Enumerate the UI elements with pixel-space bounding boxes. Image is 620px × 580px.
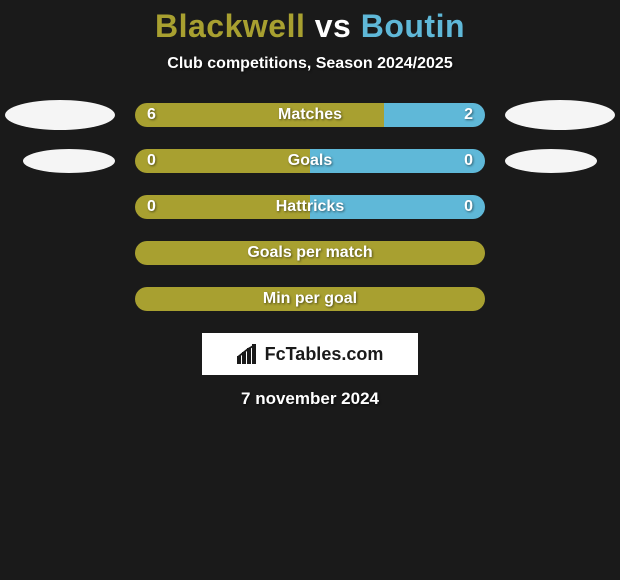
stat-row: 62Matches bbox=[0, 103, 620, 127]
stat-bar-left: 6 bbox=[135, 103, 384, 127]
stat-rows-container: 62Matches00Goals00Hattricks bbox=[0, 103, 620, 219]
stat-left-value: 6 bbox=[147, 106, 156, 124]
page-title: Blackwell vs Boutin bbox=[0, 8, 620, 45]
stat-row: 00Goals bbox=[0, 149, 620, 173]
comparison-infographic: Blackwell vs Boutin Club competitions, S… bbox=[0, 0, 620, 409]
stat-right-value: 0 bbox=[464, 152, 473, 170]
stat-bar-left: 0 bbox=[135, 149, 310, 173]
player2-avatar bbox=[505, 149, 597, 173]
brand-icon bbox=[237, 344, 259, 364]
date-text: 7 november 2024 bbox=[0, 389, 620, 409]
player1-avatar bbox=[5, 100, 115, 130]
stat-right-value: 0 bbox=[464, 198, 473, 216]
single-stat-bar: Min per goal bbox=[135, 287, 485, 311]
subtitle: Club competitions, Season 2024/2025 bbox=[0, 55, 620, 73]
stat-bar-right: 2 bbox=[384, 103, 486, 127]
brand-box: FcTables.com bbox=[202, 333, 418, 375]
player2-name: Boutin bbox=[361, 8, 465, 44]
stat-bar: 00Hattricks bbox=[135, 195, 485, 219]
stat-left-value: 0 bbox=[147, 152, 156, 170]
brand-text: FcTables.com bbox=[265, 344, 384, 365]
stat-bar-left: 0 bbox=[135, 195, 310, 219]
stat-bar-right: 0 bbox=[310, 195, 485, 219]
stat-right-value: 2 bbox=[464, 106, 473, 124]
player1-name: Blackwell bbox=[155, 8, 305, 44]
stat-bar: 00Goals bbox=[135, 149, 485, 173]
stat-left-value: 0 bbox=[147, 198, 156, 216]
stat-bar: 62Matches bbox=[135, 103, 485, 127]
player1-avatar bbox=[23, 149, 115, 173]
vs-text: vs bbox=[315, 8, 352, 44]
single-stat-bar: Goals per match bbox=[135, 241, 485, 265]
player2-avatar bbox=[505, 100, 615, 130]
stat-row: 00Hattricks bbox=[0, 195, 620, 219]
stat-bar-right: 0 bbox=[310, 149, 485, 173]
single-rows-container: Goals per match Min per goal bbox=[0, 241, 620, 311]
